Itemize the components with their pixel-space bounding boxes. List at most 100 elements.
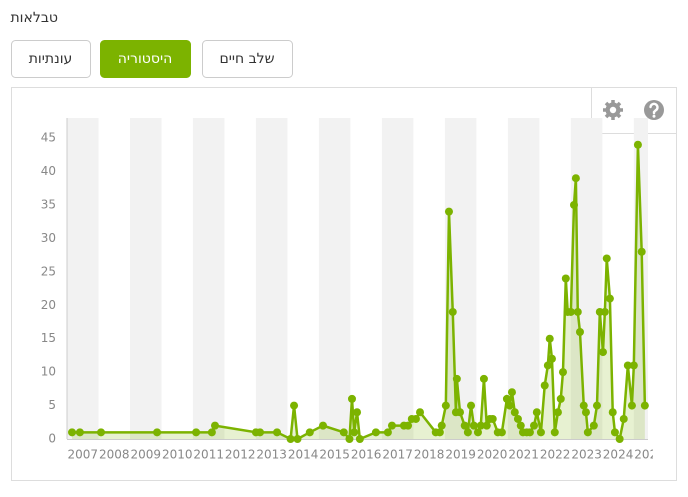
point: [545, 334, 554, 343]
year-stripe: [507, 118, 540, 439]
point: [467, 401, 476, 410]
x-tick-label: 2007: [67, 448, 98, 462]
year-stripe: [129, 118, 162, 439]
x-tick-label: 2022: [540, 448, 571, 462]
point: [536, 428, 545, 437]
y-tick-label: 35: [41, 197, 56, 211]
tab-label[interactable]: היסטוריה: [118, 51, 172, 67]
point: [579, 401, 588, 410]
point: [550, 428, 559, 437]
point: [305, 428, 314, 437]
point: [532, 408, 541, 417]
section-title: טבלאות: [10, 10, 58, 26]
point: [347, 394, 356, 403]
x-tick-label: 2017: [382, 448, 413, 462]
point: [416, 408, 425, 417]
point: [629, 361, 638, 370]
help-icon[interactable]: [644, 100, 664, 120]
x-tick-label: 2023: [571, 448, 602, 462]
y-tick-label: 20: [41, 298, 56, 312]
point: [319, 421, 328, 430]
point: [573, 307, 582, 316]
point: [460, 421, 469, 430]
x-tick-label: 2011: [193, 448, 224, 462]
point: [469, 421, 478, 430]
year-stripe: [318, 118, 351, 439]
point: [633, 140, 642, 149]
point: [581, 408, 590, 417]
point: [350, 428, 359, 437]
point: [507, 388, 516, 397]
point: [608, 408, 617, 417]
point: [505, 401, 514, 410]
tab-button[interactable]: [202, 40, 293, 78]
x-tick-label: 2013: [256, 448, 287, 462]
y-tick-label: 25: [41, 264, 56, 278]
point: [598, 348, 607, 357]
point: [497, 428, 506, 437]
x-tick-label: 2021: [508, 448, 539, 462]
point: [435, 428, 444, 437]
point: [441, 401, 450, 410]
point: [623, 361, 632, 370]
year-stripe: [381, 118, 414, 439]
settings-icon[interactable]: [603, 100, 623, 120]
point: [444, 207, 453, 216]
x-tick-label: 2016: [351, 448, 382, 462]
point: [256, 428, 265, 437]
x-tick-label: 2025: [634, 448, 665, 462]
point: [75, 428, 84, 437]
x-tick-label: 2019: [445, 448, 476, 462]
point: [558, 368, 567, 377]
y-tick-label: 10: [41, 365, 56, 379]
point: [456, 408, 465, 417]
point: [476, 421, 485, 430]
x-tick-label: 2024: [603, 448, 634, 462]
point: [207, 428, 216, 437]
x-tick-label: 2012: [225, 448, 256, 462]
x-tick-label: 2010: [162, 448, 193, 462]
point: [345, 435, 354, 443]
point: [293, 435, 302, 443]
point: [610, 428, 619, 437]
point: [566, 307, 575, 316]
x-tick-label: 2015: [319, 448, 350, 462]
point: [619, 414, 628, 423]
point: [353, 408, 362, 417]
point: [556, 394, 565, 403]
point: [502, 394, 511, 403]
point: [404, 421, 413, 430]
year-stripe: [255, 118, 288, 439]
y-tick-label: 0: [48, 432, 56, 446]
point: [540, 381, 549, 390]
x-axis-labels: 2007 2008 2009 2010 2011 2012 2013 2014 2015 2016…: [67, 448, 665, 462]
point: [637, 247, 646, 256]
tab-button[interactable]: [11, 40, 91, 78]
year-stripe: [444, 118, 477, 439]
point: [339, 428, 348, 437]
point: [589, 421, 598, 430]
point: [516, 421, 525, 430]
point: [605, 294, 614, 303]
point: [97, 428, 106, 437]
x-tick-label: 2018: [414, 448, 445, 462]
point: [561, 274, 570, 283]
y-tick-label: 5: [48, 398, 56, 412]
tab-button[interactable]: [100, 40, 191, 78]
y-tick-label: 15: [41, 331, 56, 345]
point: [525, 428, 534, 437]
tab-label[interactable]: שלב חיים: [219, 51, 274, 67]
year-stripe: [192, 118, 225, 439]
y-tick-label: 30: [41, 231, 56, 245]
point: [627, 401, 636, 410]
point: [371, 428, 380, 437]
point: [153, 428, 162, 437]
point: [600, 307, 609, 316]
tab-label[interactable]: עונתיות: [29, 51, 73, 67]
x-tick-label: 2009: [130, 448, 161, 462]
point: [482, 421, 491, 430]
point: [448, 307, 457, 316]
point: [592, 401, 601, 410]
point: [488, 414, 497, 423]
